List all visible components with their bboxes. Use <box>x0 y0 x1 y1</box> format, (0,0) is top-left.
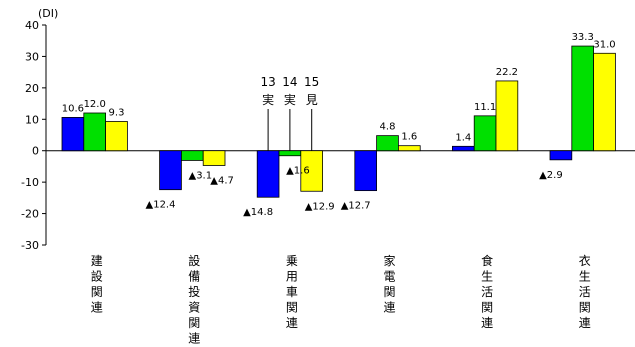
bar <box>451 145 475 152</box>
legend-number: 14 <box>282 75 297 89</box>
y-tick-label: 20 <box>25 82 39 95</box>
category-label: 衣 <box>579 253 591 268</box>
category-label: 活 <box>579 285 591 299</box>
data-label: ▲3.1 <box>189 170 213 181</box>
bar <box>180 150 204 161</box>
category-label: 関 <box>383 285 395 299</box>
bar <box>397 145 421 152</box>
legend-number: 15 <box>304 75 319 89</box>
data-label: ▲1.6 <box>286 166 310 177</box>
category-label: 資 <box>188 301 200 315</box>
category-label: 連 <box>188 332 200 346</box>
bar <box>473 115 497 152</box>
category-label: 関 <box>188 316 200 330</box>
bar <box>354 150 377 192</box>
y-tick-label: 40 <box>25 19 39 32</box>
category-label: 備 <box>188 269 200 284</box>
bar <box>202 150 226 166</box>
y-tick-label: 10 <box>25 113 39 126</box>
bar <box>376 135 399 152</box>
category-label: 電 <box>383 270 395 284</box>
bar <box>256 150 280 198</box>
data-label: 11.1 <box>474 102 496 113</box>
data-label: 10.6 <box>62 103 84 114</box>
data-label: ▲2.9 <box>539 170 563 181</box>
category-label: 連 <box>383 301 395 315</box>
data-label: 12.0 <box>84 99 106 110</box>
y-tick-label: -20 <box>21 208 39 221</box>
category-label: 車 <box>286 285 298 299</box>
data-label: 1.4 <box>455 132 471 143</box>
category-label: 乗 <box>286 254 298 268</box>
y-tick-label: 30 <box>25 50 39 63</box>
bar <box>159 150 182 191</box>
category-label: 建 <box>91 254 103 268</box>
data-label: 1.6 <box>401 132 417 143</box>
unit-label: (DI) <box>38 7 58 20</box>
category-label: 関 <box>579 301 591 315</box>
bar <box>278 150 302 157</box>
data-label: ▲12.7 <box>341 201 371 212</box>
data-label: ▲14.8 <box>243 207 273 218</box>
category-label: 設 <box>91 269 103 284</box>
category-label: 生 <box>481 270 493 284</box>
data-label: ▲12.9 <box>305 201 335 212</box>
data-label: ▲4.7 <box>210 175 234 186</box>
category-label: 関 <box>481 301 493 315</box>
data-label: 22.2 <box>496 67 518 78</box>
bar <box>83 112 107 152</box>
bar <box>495 80 519 152</box>
category-label: 家 <box>383 253 395 268</box>
category-label: 関 <box>91 285 103 299</box>
bar <box>593 52 616 152</box>
category-label: 連 <box>286 316 298 330</box>
category-label: 投 <box>188 284 200 299</box>
category-label: 用 <box>286 270 298 284</box>
data-label: 4.8 <box>380 122 396 133</box>
data-label: 33.3 <box>572 32 594 43</box>
y-tick-label: 0 <box>32 145 39 158</box>
category-label: 設 <box>188 253 200 268</box>
y-tick-label: -30 <box>21 239 39 252</box>
data-label: 31.0 <box>593 39 615 50</box>
category-label: 生 <box>579 270 591 284</box>
bar <box>549 150 573 161</box>
category-label: 連 <box>579 316 591 330</box>
category-label: 食 <box>481 253 493 268</box>
y-tick-label: -10 <box>21 176 39 189</box>
data-label: ▲12.4 <box>146 200 176 211</box>
legend-kind: 実 <box>284 92 296 107</box>
data-label: 9.3 <box>109 107 125 118</box>
bar <box>571 45 594 152</box>
bar <box>105 121 128 152</box>
legend-kind: 実 <box>262 92 274 107</box>
legend-number: 13 <box>260 75 275 89</box>
category-label: 関 <box>286 301 298 315</box>
bar <box>61 117 85 152</box>
category-label: 連 <box>481 316 493 330</box>
category-label: 連 <box>91 301 103 315</box>
legend-kind: 見 <box>306 93 318 107</box>
category-label: 活 <box>481 285 493 299</box>
